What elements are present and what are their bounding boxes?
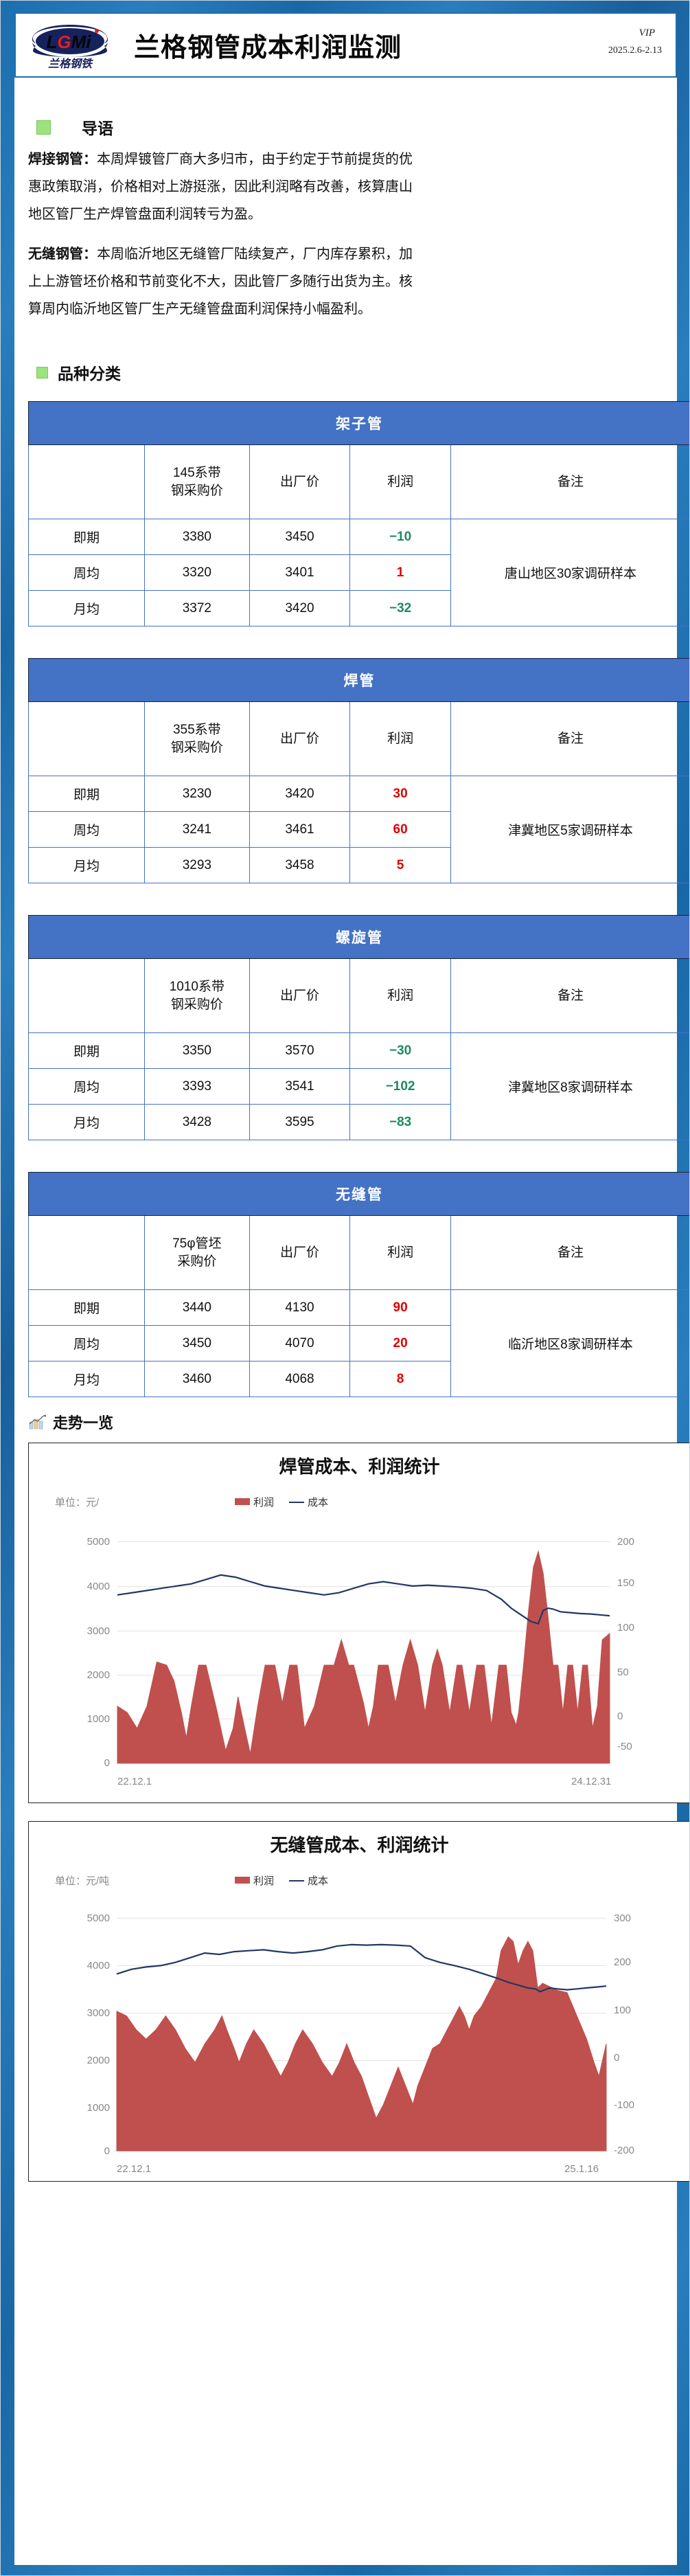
svg-text:3000: 3000: [87, 2007, 110, 2019]
svg-text:0: 0: [614, 2052, 619, 2064]
svg-text:-50: -50: [617, 1741, 632, 1752]
svg-text:200: 200: [614, 1956, 631, 1968]
svg-text:22.12.1: 22.12.1: [117, 1776, 152, 1787]
svg-text:5000: 5000: [87, 1536, 110, 1548]
svg-text:-200: -200: [614, 2145, 634, 2156]
svg-text:300: 300: [614, 1912, 631, 1924]
svg-text:0: 0: [617, 1710, 623, 1722]
svg-text:3000: 3000: [87, 1625, 110, 1637]
svg-text:2000: 2000: [87, 1669, 110, 1681]
svg-text:LGMi: LGMi: [46, 32, 91, 52]
svg-text:50: 50: [617, 1667, 629, 1678]
svg-text:100: 100: [617, 1622, 634, 1634]
svg-text:4000: 4000: [87, 1960, 110, 1971]
svg-text:24.12.31: 24.12.31: [571, 1776, 611, 1787]
svg-text:1000: 1000: [87, 1713, 110, 1725]
svg-text:0: 0: [104, 2145, 110, 2157]
svg-text:100: 100: [614, 2004, 631, 2016]
svg-text:1000: 1000: [87, 2102, 110, 2114]
svg-text:150: 150: [617, 1577, 634, 1589]
svg-text:兰格钢铁: 兰格钢铁: [48, 58, 93, 70]
svg-text:5000: 5000: [87, 1912, 110, 1924]
svg-text:0: 0: [104, 1757, 110, 1769]
svg-text:4000: 4000: [87, 1581, 110, 1592]
svg-text:-100: -100: [614, 2099, 634, 2111]
svg-text:22.12.1: 22.12.1: [117, 2163, 151, 2175]
svg-text:2000: 2000: [87, 2055, 110, 2066]
svg-text:25.1.16: 25.1.16: [564, 2163, 599, 2175]
svg-text:200: 200: [617, 1536, 634, 1548]
